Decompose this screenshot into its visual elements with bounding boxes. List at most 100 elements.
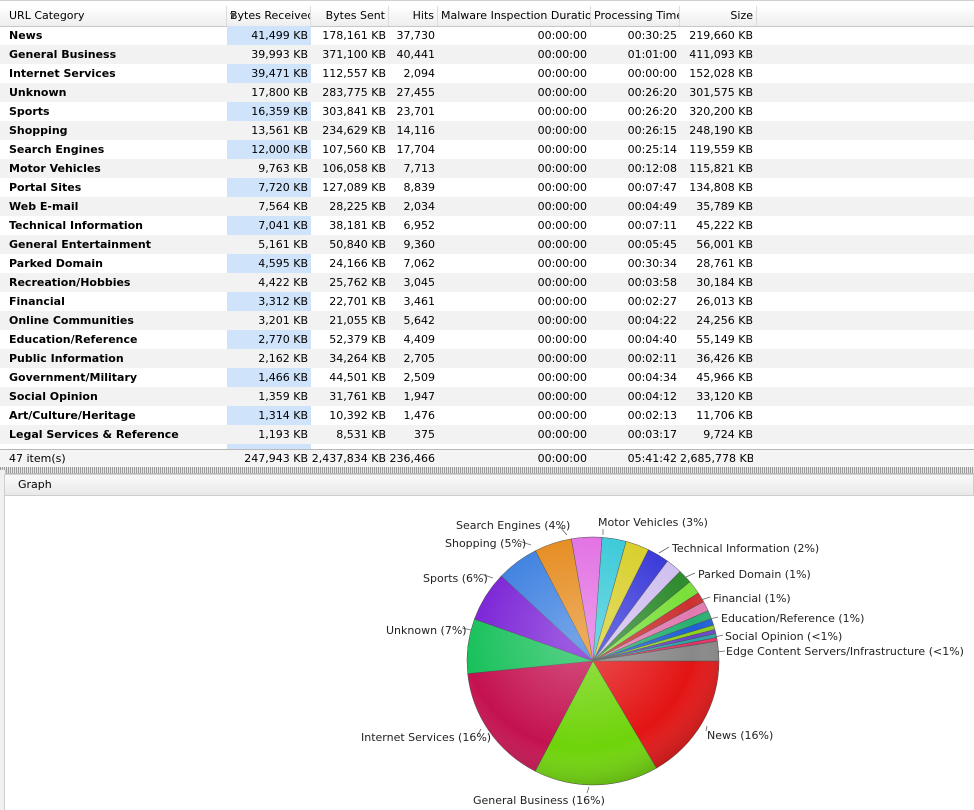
cell-processing-time: 00:07:11 <box>627 219 677 232</box>
cell-category-name: General Entertainment <box>9 238 152 251</box>
column-header-label: Bytes Received <box>230 9 311 22</box>
total-bytes-received: 247,943 KB <box>244 452 308 465</box>
cell-hits: 6,952 <box>403 219 436 232</box>
table-row[interactable]: Financial 3,312 KB 22,701 KB 3,461 00:00:00 0… <box>0 292 974 311</box>
table-row[interactable]: News 41,499 KB 178,161 KB 37,730 00:00:00 00:… <box>0 26 974 45</box>
cell-bytes-received: 39,993 KB <box>251 48 308 61</box>
cell-bytes-sent: 38,181 KB <box>329 219 386 232</box>
column-header-size[interactable]: Size <box>680 6 757 26</box>
table-row[interactable]: Online Communities 3,201 KB 21,055 KB 5,642… <box>0 311 974 330</box>
cell-category-name: Sports <box>9 105 50 118</box>
cell-malware-inspection-duration: 00:00:00 <box>537 181 587 194</box>
cell-category-name: Government/Military <box>9 371 138 384</box>
url-category-grid: URL Category ▼ Bytes Received Bytes Sent… <box>0 0 974 469</box>
cell-processing-time: 00:26:20 <box>627 105 677 118</box>
table-row[interactable]: Search Engines 12,000 KB 107,560 KB 17,704 0… <box>0 140 974 159</box>
table-row[interactable]: Recreation/Hobbies 4,422 KB 25,762 KB 3,045… <box>0 273 974 292</box>
cell-size: 152,028 KB <box>689 67 753 80</box>
table-row[interactable]: Web E-mail 7,564 KB 28,225 KB 2,034 00:00:00… <box>0 197 974 216</box>
pie-label-social-opinion: Social Opinion (<1%) <box>725 630 842 643</box>
cell-bytes-sent: 371,100 KB <box>322 48 386 61</box>
cell-size: 248,190 KB <box>689 124 753 137</box>
cell-size: 56,001 KB <box>696 238 753 251</box>
column-header-bytes-sent[interactable]: Bytes Sent <box>311 6 389 26</box>
cell-bytes-sent: 31,761 KB <box>329 390 386 403</box>
table-row[interactable]: Education/Reference 2,770 KB 52,379 KB 4,40… <box>0 330 974 349</box>
table-row[interactable]: Internet Services 39,471 KB 112,557 KB 2,09… <box>0 64 974 83</box>
cell-size: 45,222 KB <box>696 219 753 232</box>
cell-bytes-sent: 25,762 KB <box>329 276 386 289</box>
cell-size: 9,724 KB <box>703 428 753 441</box>
cell-malware-inspection-duration: 00:00:00 <box>537 67 587 80</box>
cell-bytes-sent: 50,840 KB <box>329 238 386 251</box>
cell-size: 36,426 KB <box>696 352 753 365</box>
cell-hits: 2,094 <box>403 67 436 80</box>
cell-processing-time: 01:01:00 <box>627 48 677 61</box>
cell-processing-time: 00:04:49 <box>627 200 677 213</box>
table-row[interactable]: Technical Information 7,041 KB 38,181 KB 6,… <box>0 216 974 235</box>
graph-panel-header[interactable]: Graph <box>4 474 974 496</box>
cell-hits: 9,360 <box>403 238 436 251</box>
cell-bytes-received: 5,161 KB <box>258 238 308 251</box>
table-row[interactable]: Legal Services & Reference 1,193 KB 8,531 … <box>0 425 974 444</box>
cell-processing-time: 00:05:45 <box>627 238 677 251</box>
pane-splitter[interactable] <box>0 467 974 474</box>
column-header-malware-inspection-duration[interactable]: Malware Inspection Duration <box>438 6 591 26</box>
table-row[interactable]: Unknown 17,800 KB 283,775 KB 27,455 00:00:00… <box>0 83 974 102</box>
pie-label-search-engines: Search Engines (4%) <box>456 519 570 532</box>
cell-bytes-received: 9,763 KB <box>258 162 308 175</box>
cell-size: 35,789 KB <box>696 200 753 213</box>
table-row[interactable]: General Business 39,993 KB 371,100 KB 40,44… <box>0 45 974 64</box>
cell-hits: 14,116 <box>396 124 436 137</box>
table-row[interactable]: Parked Domain 4,595 KB 24,166 KB 7,062 00:00… <box>0 254 974 273</box>
cell-malware-inspection-duration: 00:00:00 <box>537 314 587 327</box>
cell-malware-inspection-duration: 00:00:00 <box>537 48 587 61</box>
cell-hits: 3,461 <box>403 295 436 308</box>
table-row[interactable]: Art/Culture/Heritage 1,314 KB 10,392 KB 1,4… <box>0 406 974 425</box>
total-size: 2,685,778 KB <box>680 452 753 465</box>
column-header-processing-time[interactable]: Processing Time <box>591 6 680 26</box>
cell-malware-inspection-duration: 00:00:00 <box>537 219 587 232</box>
cell-bytes-received: 4,422 KB <box>258 276 308 289</box>
table-row[interactable]: Public Information 2,162 KB 34,264 KB 2,705… <box>0 349 974 368</box>
cell-size: 115,821 KB <box>689 162 753 175</box>
cell-category-name: Art/Culture/Heritage <box>9 409 136 422</box>
cell-bytes-received: 1,314 KB <box>258 409 308 422</box>
cell-malware-inspection-duration: 00:00:00 <box>537 143 587 156</box>
pie-label-sports: Sports (6%) <box>423 572 488 585</box>
cell-category-name: General Business <box>9 48 117 61</box>
cell-hits: 1,947 <box>403 390 436 403</box>
table-row[interactable]: General Entertainment 5,161 KB 50,840 KB 9,… <box>0 235 974 254</box>
column-header-hits[interactable]: Hits <box>389 6 438 26</box>
graph-panel-title: Graph <box>18 478 52 491</box>
cell-bytes-received: 3,312 KB <box>258 295 308 308</box>
cell-category-name: Parked Domain <box>9 257 103 270</box>
table-row[interactable]: Government/Military 1,466 KB 44,501 KB 2,50… <box>0 368 974 387</box>
cell-bytes-received: 2,162 KB <box>258 352 308 365</box>
table-row-partial[interactable] <box>0 444 974 448</box>
cell-hits: 7,062 <box>403 257 436 270</box>
table-row[interactable]: Portal Sites 7,720 KB 127,089 KB 8,839 00:00… <box>0 178 974 197</box>
pie-label-shopping: Shopping (5%) <box>445 537 526 550</box>
grid-header: URL Category ▼ Bytes Received Bytes Sent… <box>0 6 974 27</box>
cell-processing-time: 00:00:00 <box>627 67 677 80</box>
cell-bytes-received: 17,800 KB <box>251 86 308 99</box>
column-header-bytes-received[interactable]: ▼ Bytes Received <box>227 6 311 26</box>
table-row[interactable]: Shopping 13,561 KB 234,629 KB 14,116 00:00:0… <box>0 121 974 140</box>
cell-bytes-received: 1,359 KB <box>258 390 308 403</box>
cell-processing-time: 00:04:34 <box>627 371 677 384</box>
cell-malware-inspection-duration: 00:00:00 <box>537 238 587 251</box>
cell-malware-inspection-duration: 00:00:00 <box>537 352 587 365</box>
pie-label-motor-vehicles: Motor Vehicles (3%) <box>598 516 708 529</box>
column-header-url-category[interactable]: URL Category <box>0 6 227 26</box>
cell-hits: 1,476 <box>403 409 436 422</box>
pie-label-news: News (16%) <box>707 729 773 742</box>
total-processing-time: 05:41:42 <box>627 452 677 465</box>
cell-malware-inspection-duration: 00:00:00 <box>537 200 587 213</box>
table-row[interactable]: Social Opinion 1,359 KB 31,761 KB 1,947 00:0… <box>0 387 974 406</box>
table-row[interactable]: Motor Vehicles 9,763 KB 106,058 KB 7,713 00:… <box>0 159 974 178</box>
cell-hits: 17,704 <box>396 143 436 156</box>
cell-category-name: Portal Sites <box>9 181 82 194</box>
cell-malware-inspection-duration: 00:00:00 <box>537 105 587 118</box>
table-row[interactable]: Sports 16,359 KB 303,841 KB 23,701 00:00:00 0… <box>0 102 974 121</box>
